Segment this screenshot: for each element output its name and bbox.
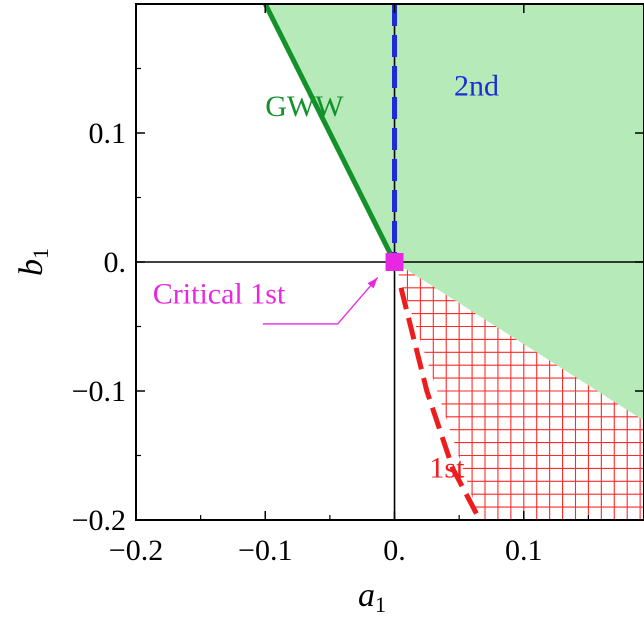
x-axis-title: a1	[358, 577, 386, 617]
y-tick-label: −0.1	[72, 375, 126, 408]
green-region	[265, 4, 644, 421]
x-tick-label: 0.	[383, 534, 406, 567]
y-axis-title-subscript: 1	[28, 248, 53, 259]
y-axis-title: b1	[13, 248, 53, 276]
critical-point-marker	[385, 253, 404, 271]
x-tick-label: 0.1	[505, 534, 543, 567]
y-tick-label: −0.2	[72, 504, 126, 537]
series-label-1st: 1st	[429, 451, 465, 484]
series-label-2nd: 2nd	[454, 70, 499, 103]
x-tick-label: −0.2	[109, 534, 163, 567]
series-line-1st	[398, 287, 483, 520]
critical-point-label: Critical 1st	[153, 277, 286, 310]
y-tick-label: 0.	[104, 246, 127, 279]
y-axis-title-symbol: b	[13, 259, 50, 276]
x-tick-label: −0.1	[238, 534, 292, 567]
x-axis-title-subscript: 1	[375, 592, 386, 617]
series-label-gww: GWW	[265, 90, 344, 123]
annotation-arrowhead	[367, 277, 378, 289]
series-line-gww	[263, 4, 397, 264]
y-tick-label: 0.1	[89, 117, 127, 150]
x-axis-title-symbol: a	[358, 577, 375, 614]
